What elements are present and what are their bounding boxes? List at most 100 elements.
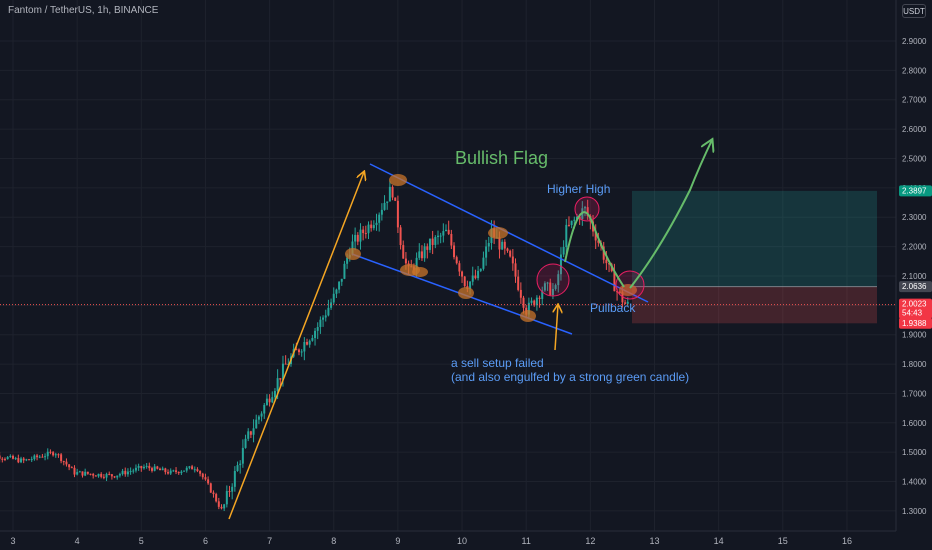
touch-highlight[interactable] <box>520 310 536 322</box>
touch-highlight[interactable] <box>488 227 508 239</box>
flag-upper-trendline[interactable] <box>369 163 649 303</box>
target-price-badge[interactable] <box>899 185 932 197</box>
price-tick-label: 1.7000 <box>902 389 927 398</box>
candle-body <box>436 235 439 238</box>
candle-body <box>479 268 482 271</box>
time-tick-label: 8 <box>331 536 336 546</box>
candle-body <box>140 466 143 469</box>
touch-highlight[interactable] <box>458 287 474 299</box>
target-price-badge-text: 2.3897 <box>902 186 927 195</box>
time-tick-label: 7 <box>267 536 272 546</box>
candle-body <box>33 455 36 460</box>
target-zone[interactable] <box>632 190 877 287</box>
candle-body <box>391 186 394 198</box>
candle-body <box>225 491 228 505</box>
candle-body <box>498 237 501 250</box>
candle-body <box>311 338 314 341</box>
candle-body <box>343 263 346 279</box>
candle-body <box>501 241 504 250</box>
candle-body <box>624 302 627 304</box>
candle-body <box>322 317 325 320</box>
touch-highlight[interactable] <box>389 174 407 186</box>
candle-body <box>204 477 207 480</box>
symbol-title[interactable]: Fantom / TetherUS, 1h, BINANCE <box>8 5 159 16</box>
stop-price-badge-text: 1.9388 <box>902 319 927 328</box>
candle-body <box>316 327 319 331</box>
price-tick-label: 1.3000 <box>902 507 927 516</box>
candle-body <box>172 470 175 472</box>
pullback-label: Pullback <box>590 301 636 315</box>
candle-body <box>129 471 132 473</box>
sell-setup-arrow[interactable] <box>555 305 558 351</box>
candle-body <box>249 431 252 435</box>
candle-body <box>602 246 605 260</box>
candle-body <box>68 464 71 468</box>
candle-body <box>533 300 536 306</box>
candle-body <box>52 452 55 456</box>
candle-body <box>573 219 576 221</box>
candle-body <box>338 281 341 290</box>
candle-body <box>255 419 258 429</box>
candle-body <box>570 220 573 225</box>
current-price-badge[interactable] <box>899 298 932 319</box>
candle-body <box>378 214 381 223</box>
candle-body <box>415 257 418 270</box>
projection-arrow[interactable] <box>629 140 712 289</box>
candle-body <box>364 233 367 235</box>
candle-body <box>335 289 338 294</box>
candle-body <box>1 458 4 460</box>
price-tick-label: 2.1000 <box>902 272 927 281</box>
candle-body <box>372 225 375 229</box>
candle-body <box>142 466 145 469</box>
failed-sell-circle[interactable] <box>536 263 570 297</box>
candle-body <box>616 291 619 293</box>
candle-body <box>447 229 450 234</box>
candle-body <box>9 455 12 458</box>
candle-body <box>439 235 442 237</box>
candle-body <box>105 473 108 478</box>
sell-setup-label-1: a sell setup failed <box>451 356 544 370</box>
candle-body <box>527 302 530 315</box>
candle-body <box>233 470 236 487</box>
candle-body <box>469 281 472 290</box>
touch-highlight[interactable] <box>412 267 428 277</box>
candle-body <box>383 202 386 210</box>
candle-body <box>276 378 279 391</box>
candle-body <box>28 459 31 461</box>
higher-high-curve[interactable] <box>564 211 625 288</box>
stop-price-badge[interactable] <box>899 317 932 329</box>
candle-body <box>244 438 247 448</box>
candle-body <box>17 458 20 463</box>
candle-body <box>81 471 84 476</box>
entry-price-badge[interactable] <box>899 281 932 293</box>
candle-body <box>551 288 554 296</box>
price-tick-label: 1.6000 <box>902 419 927 428</box>
candle-body <box>546 282 549 284</box>
candle-body <box>535 297 538 306</box>
price-tick-label: 2.5000 <box>902 154 927 163</box>
candle-body <box>212 492 215 495</box>
time-tick-label: 6 <box>203 536 208 546</box>
time-tick-label: 16 <box>842 536 852 546</box>
candle-body <box>201 473 204 478</box>
grid <box>0 0 896 531</box>
candle-body <box>626 301 629 304</box>
higher-high-label: Higher High <box>547 182 610 196</box>
candle-body <box>223 504 226 509</box>
time-tick-label: 14 <box>714 536 724 546</box>
entry-price-badge-text: 2.0636 <box>902 282 927 291</box>
candle-body <box>538 297 541 299</box>
impulse-arrow[interactable] <box>228 172 364 520</box>
touch-highlight[interactable] <box>345 248 361 260</box>
candle-body <box>453 245 456 258</box>
candle-body <box>562 247 565 255</box>
candle-body <box>597 240 600 243</box>
candle-body <box>332 293 335 303</box>
candle-body <box>330 302 333 308</box>
candle-body <box>100 473 103 477</box>
currency-badge[interactable]: USDT <box>902 4 926 18</box>
candle-body <box>84 471 87 476</box>
candle-body <box>300 351 303 353</box>
